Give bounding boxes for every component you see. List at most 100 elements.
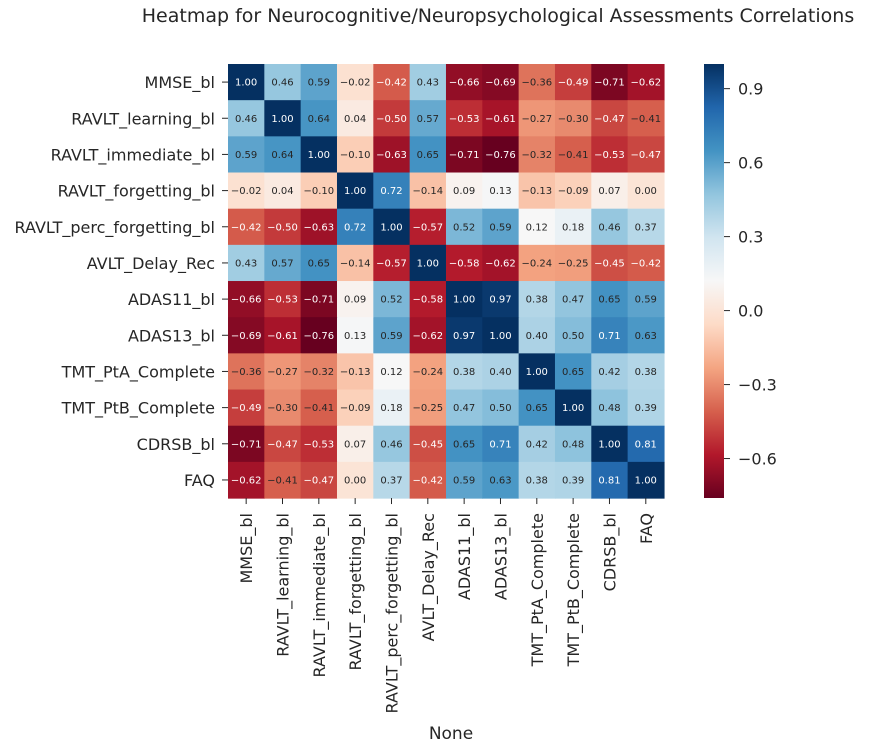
cell-value-label: −0.13 — [340, 367, 371, 378]
heatmap-cell — [264, 64, 302, 101]
cell-value-label: 1.00 — [598, 439, 620, 450]
x-axis-label: None — [429, 724, 473, 744]
colorbar-tick-label: −0.3 — [738, 376, 777, 395]
heatmap-cell — [228, 172, 265, 210]
heatmap-cell — [373, 208, 411, 246]
cell-value-label: −0.63 — [376, 150, 407, 161]
cell-value-label: 0.40 — [489, 367, 511, 378]
cell-value-label: 1.00 — [344, 186, 366, 197]
heatmap-cell — [300, 425, 338, 463]
heatmap-cell — [300, 64, 338, 101]
cell-value-label: 0.50 — [489, 403, 511, 414]
cell-value-label: −0.32 — [521, 150, 552, 161]
heatmap-cell — [336, 208, 374, 246]
cell-value-label: −0.10 — [303, 186, 334, 197]
cell-value-label: −0.47 — [303, 475, 334, 486]
cell-value-label: 0.12 — [526, 222, 548, 233]
cell-value-label: −0.09 — [340, 403, 371, 414]
heatmap-cell — [518, 425, 556, 463]
heatmap-cell — [409, 389, 447, 427]
cell-value-label: 0.39 — [562, 475, 584, 486]
heatmap-cell — [627, 244, 665, 282]
heatmap-cell — [627, 64, 665, 101]
cell-value-label: 0.13 — [489, 186, 511, 197]
heatmap-cell — [264, 281, 302, 318]
heatmap-cell — [228, 425, 265, 463]
heatmap-cell — [482, 100, 520, 137]
heatmap-cell — [518, 281, 556, 318]
cell-value-label: 0.57 — [271, 258, 293, 269]
row-label: MMSE_bl — [145, 73, 215, 93]
cell-value-label: −0.25 — [558, 258, 589, 269]
cell-value-label: −0.71 — [594, 78, 625, 89]
cell-value-label: 0.97 — [489, 295, 511, 306]
heatmap-cell — [336, 136, 374, 174]
cell-value-label: 0.59 — [635, 295, 657, 306]
heatmap-cell — [336, 461, 374, 499]
heatmap-cell — [518, 172, 556, 210]
column-label: ADAS13_bl — [491, 513, 511, 600]
heatmap-cell — [228, 208, 265, 246]
cell-value-label: 0.65 — [526, 403, 548, 414]
heatmap-cell — [373, 281, 411, 318]
cell-value-label: −0.47 — [630, 150, 661, 161]
cell-value-label: −0.50 — [267, 222, 298, 233]
cell-value-label: −0.41 — [267, 475, 298, 486]
heatmap-cell — [445, 425, 483, 463]
cell-value-label: 0.07 — [344, 439, 366, 450]
colorbar-tick-label: 0.3 — [738, 228, 763, 247]
cell-value-label: 0.00 — [344, 475, 366, 486]
cell-value-label: −0.27 — [267, 367, 298, 378]
heatmap-cell — [373, 100, 411, 137]
heatmap-cell — [264, 353, 302, 391]
cell-value-label: −0.47 — [267, 439, 298, 450]
heatmap-cell — [482, 425, 520, 463]
cell-value-label: −0.30 — [267, 403, 298, 414]
heatmap-cell — [627, 389, 665, 427]
column-labels: MMSE_bl RAVLT_learning_bl RAVLT_immediate_… — [237, 498, 656, 713]
heatmap-cell — [228, 389, 265, 427]
heatmap-cell — [373, 461, 411, 499]
cell-value-label: −0.42 — [231, 222, 262, 233]
cell-value-label: 0.59 — [380, 331, 402, 342]
heatmap-cell — [409, 208, 447, 246]
cell-value-label: −0.53 — [303, 439, 334, 450]
cell-value-label: 0.09 — [453, 186, 475, 197]
heatmap-cell — [300, 389, 338, 427]
heatmap-cell — [591, 208, 629, 246]
heatmap-cell — [300, 461, 338, 499]
heatmap-cell — [627, 461, 665, 499]
heatmap-cell — [591, 244, 629, 282]
cell-value-label: 0.43 — [417, 78, 439, 89]
heatmap-cell — [445, 353, 483, 391]
cell-value-label: −0.14 — [412, 186, 443, 197]
column-label: MMSE_bl — [237, 513, 257, 583]
cell-value-label: 1.00 — [635, 475, 657, 486]
colorbar-tick-label: 0.0 — [738, 302, 763, 321]
cell-value-label: 1.00 — [235, 78, 257, 89]
heatmap-cell — [591, 425, 629, 463]
cell-value-label: 0.72 — [380, 186, 402, 197]
column-label: RAVLT_immediate_bl — [310, 513, 330, 677]
cell-value-label: 1.00 — [308, 150, 330, 161]
cell-value-label: −0.62 — [630, 78, 661, 89]
heatmap-cell — [554, 244, 592, 282]
heatmap-cell — [482, 461, 520, 499]
heatmap-cell — [482, 353, 520, 391]
cell-value-label: −0.42 — [630, 258, 661, 269]
cell-value-label: −0.61 — [267, 331, 298, 342]
cell-value-label: −0.13 — [521, 186, 552, 197]
heatmap-cell — [409, 353, 447, 391]
cell-value-label: 0.46 — [271, 78, 293, 89]
heatmap-cell — [518, 317, 556, 354]
heatmap-cell — [409, 244, 447, 282]
cell-value-label: −0.25 — [412, 403, 443, 414]
heatmap-cell — [409, 281, 447, 318]
cell-value-label: −0.27 — [521, 114, 552, 125]
cell-value-label: −0.45 — [412, 439, 443, 450]
heatmap-cell — [336, 281, 374, 318]
heatmap-cell — [300, 317, 338, 354]
heatmap-cell — [554, 100, 592, 137]
